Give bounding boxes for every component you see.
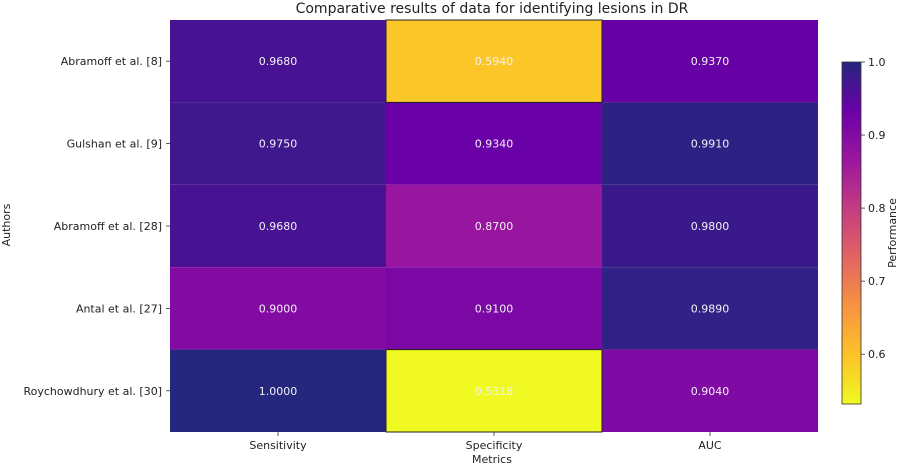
colorbar [841,61,862,405]
x-tick-label: AUC [698,439,722,452]
cell-value-label: 0.9750 [259,138,298,151]
heatmap-cell-labels: 0.9680 0.5940 0.9370 0.9750 0.9340 0.9910 0.96… [259,55,730,398]
heatmap-cell [386,267,602,350]
cell-value-label: 0.8700 [475,220,514,233]
heatmap-cell [602,20,818,103]
y-tick-label: Antal et al. [27] [76,302,162,315]
cell-value-label: 0.9680 [259,220,298,233]
cell-value-label: 1.0000 [259,385,298,398]
cell-value-label: 0.5940 [475,55,514,68]
heatmap-cell [170,20,386,103]
heatmap-cell [386,20,602,103]
y-tick-label: Abramoff et al. [28] [54,220,162,233]
cell-value-label: 0.9370 [691,55,730,68]
heatmap-cell [386,102,602,185]
y-axis-ticks: Abramoff et al. [8] Gulshan et al. [9] Abr… [23,55,170,398]
heatmap-cell [386,349,602,432]
y-axis-label: Authors [0,203,13,246]
heatmap-cell [170,102,386,185]
colorbar-tick-label: 0.6 [868,348,886,361]
cell-value-label: 0.9000 [259,302,298,315]
colorbar-ticks: 0.6 0.7 0.8 0.9 1.0 [861,56,886,361]
x-tick-label: Specificity [466,439,523,452]
y-tick-label: Abramoff et al. [8] [61,55,162,68]
cell-value-label: 0.9680 [259,55,298,68]
x-axis-label: Metrics [472,453,512,466]
heatmap-cell [602,102,818,185]
heatmap-cell [602,267,818,350]
heatmap-cell [170,349,386,432]
x-axis-ticks: Sensitivity Specificity AUC [249,432,722,452]
heatmap-cell [386,184,602,268]
cell-value-label: 0.9040 [691,385,730,398]
cell-value-label: 0.9100 [475,302,514,315]
heatmap-cell [170,267,386,350]
cell-value-label: 0.9910 [691,138,730,151]
cell-value-label: 0.9340 [475,138,514,151]
heatmap-cell [170,184,386,268]
cell-value-label: 0.5318 [475,385,514,398]
y-tick-label: Roychowdhury et al. [30] [23,385,162,398]
colorbar-tick-label: 1.0 [868,56,886,69]
colorbar-label: Performance [886,198,899,268]
colorbar-tick-label: 0.9 [868,129,886,142]
cell-value-label: 0.9890 [691,302,730,315]
cell-value-label: 0.9800 [691,220,730,233]
chart-title: Comparative results of data for identify… [296,1,689,17]
heatmap-cell [602,184,818,268]
x-tick-label: Sensitivity [249,439,307,452]
cell-outline [385,19,603,103]
y-tick-label: Gulshan et al. [9] [67,138,162,151]
heatmap-cells [170,19,818,433]
colorbar-tick-label: 0.8 [868,202,886,215]
heatmap-cell [602,349,818,432]
colorbar-tick-label: 0.7 [868,275,886,288]
